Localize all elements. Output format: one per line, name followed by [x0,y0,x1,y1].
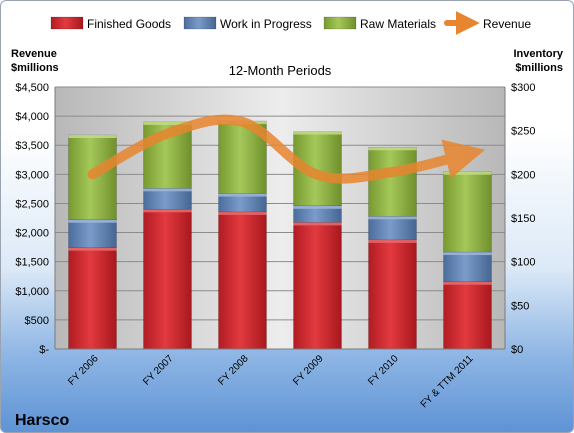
legend-swatch-work-in-progress [183,16,217,30]
left-axis-title: $millions [11,62,59,74]
bar-groups [68,120,492,350]
legend-label: Raw Materials [360,17,436,31]
bar-work-in-progress-top [218,193,267,197]
bar-finished-goods-top [218,211,267,215]
bar-raw-materials-top [68,135,117,139]
left-tick-label: $1,000 [15,286,49,298]
legend-label: Revenue [483,17,531,31]
bar-work-in-progress [143,188,192,210]
legend-label: Finished Goods [87,17,171,31]
category-label: FY 2006 [66,353,101,388]
bar-raw-materials [368,146,417,217]
bar-work-in-progress [443,251,492,283]
legend: Finished Goods Work in Progress Raw Materi… [50,11,531,35]
left-tick-label: $4,500 [15,82,49,94]
right-tick-label: $150 [511,213,535,225]
bar-finished-goods-top [143,209,192,213]
left-tick-label: $3,500 [15,140,49,152]
left-tick-label: $1,500 [15,257,49,269]
left-tick-label: $2,000 [15,228,49,240]
bar-finished-goods-top [443,281,492,285]
left-tick-label: $4,000 [15,111,49,123]
bar-work-in-progress-top [443,252,492,256]
legend-label: Work in Progress [220,17,312,31]
bar-finished-goods [443,281,492,350]
bar-raw-materials [443,171,492,253]
chart-texts: 12-Month Periods Revenue $millions Inventor… [11,48,564,429]
plot-area [55,87,505,349]
left-axis-title: Revenue [11,48,57,60]
category-label: FY 2007 [141,353,176,388]
bar-finished-goods [143,208,192,350]
bar-work-in-progress-top [368,216,417,220]
category-label: FY & TTM 2011 [419,353,476,410]
bar-finished-goods [368,239,417,350]
bar-work-in-progress-top [293,205,342,209]
bar-work-in-progress-top [143,188,192,192]
revenue-line [87,114,485,184]
bar-finished-goods-top [68,247,117,251]
bar-raw-materials-top [293,131,342,135]
right-tick-label: $250 [511,126,535,138]
bar-raw-materials-top [443,171,492,175]
left-tick-label: $- [39,344,49,356]
right-tick-label: $100 [511,257,535,269]
bar-work-in-progress [68,219,117,248]
right-tick-label: $300 [511,82,535,94]
category-label: FY 2008 [216,353,251,388]
bar-finished-goods-top [368,239,417,243]
category-label: FY 2010 [366,353,401,388]
chart-title: 12-Month Periods [229,63,332,78]
right-tick-label: $200 [511,169,535,181]
bar-finished-goods [218,211,267,350]
left-tick-label: $2,500 [15,198,49,210]
left-tick-label: $3,000 [15,169,49,181]
grid-lines [55,86,505,321]
legend-swatch-raw-materials [323,16,357,30]
bar-finished-goods [293,222,342,350]
bar-work-in-progress [368,215,417,241]
legend-swatch-finished-goods [50,16,84,30]
right-tick-label: $50 [511,300,529,312]
company-name: Harsco [15,412,69,429]
category-label: FY 2009 [291,353,326,388]
bar-work-in-progress-top [68,219,117,223]
bar-raw-materials-top [143,121,192,125]
bar-raw-materials-top [368,147,417,151]
right-axis-title: Inventory [513,48,563,60]
right-tick-label: $0 [511,344,523,356]
bar-finished-goods [68,247,117,350]
bar-finished-goods-top [293,222,342,226]
revenue-line-group [87,114,485,184]
left-tick-label: $500 [25,315,49,327]
right-axis-title: $millions [515,62,563,74]
